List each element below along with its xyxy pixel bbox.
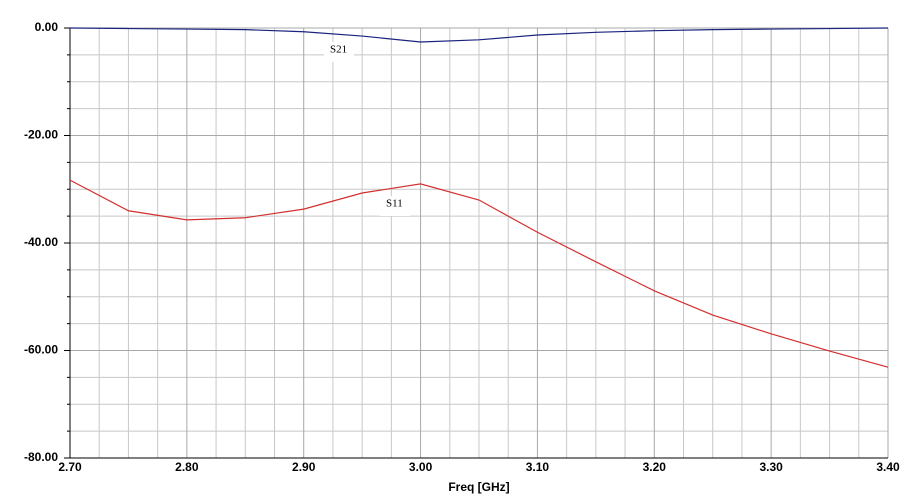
y-tick-label: -60.00 [24, 343, 58, 357]
series-line [69, 179, 889, 368]
x-tick-label: 2.90 [292, 460, 316, 474]
x-tick-label: 3.30 [759, 460, 783, 474]
x-tick-label: 2.70 [58, 460, 82, 474]
x-tick-label: 3.00 [409, 460, 433, 474]
y-tick-label: -40.00 [24, 235, 58, 249]
y-tick-label: -20.00 [24, 128, 58, 142]
marks: S21 S11 [69, 27, 889, 368]
x-tick-label: 3.40 [876, 460, 900, 474]
grid [64, 27, 889, 459]
label-box [380, 196, 410, 216]
x-tick-label: 3.20 [643, 460, 667, 474]
series-line [69, 27, 889, 43]
y-tick-label: -80.00 [24, 450, 58, 464]
x-tick-label: 2.80 [175, 460, 199, 474]
series-label: S11 [386, 198, 403, 210]
label-box [324, 42, 354, 62]
x-axis-label: Freq [GHz] [448, 480, 509, 494]
x-tick-label: 3.10 [526, 460, 550, 474]
series-label: S21 [330, 44, 347, 56]
y-tick-label: 0.00 [35, 20, 59, 34]
